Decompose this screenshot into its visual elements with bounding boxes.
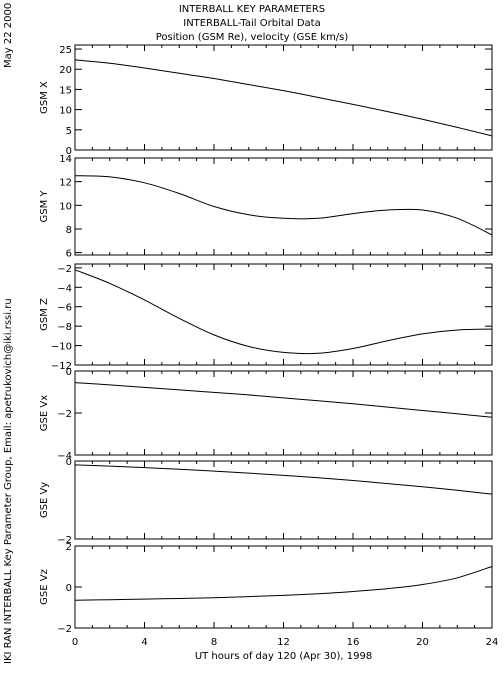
series-line-gse-vx — [74, 382, 493, 418]
side-date: May 22 2000 — [3, 2, 14, 68]
y-axis-label: GSE Vz — [39, 569, 50, 605]
y-tick-label: 6 — [66, 249, 72, 260]
y-axis-label: GSM Y — [39, 190, 50, 223]
x-tick-label: 4 — [141, 637, 147, 648]
y-tick-label: 10 — [59, 201, 72, 212]
y-tick-label: −8 — [57, 322, 72, 333]
chart-subtitle: INTERBALL-Tail Orbital Data — [183, 18, 321, 29]
series-line-gsm-z — [74, 269, 493, 355]
y-tick-label: −2 — [57, 535, 72, 546]
y-axis-label: GSM X — [39, 81, 50, 114]
chart-title: INTERBALL KEY PARAMETERS — [178, 4, 326, 15]
y-tick-label: 0 — [66, 457, 72, 468]
y-tick-label: −6 — [57, 303, 72, 314]
y-axis-label: GSE Vy — [39, 482, 50, 518]
y-axis-label: GSE Vx — [39, 395, 50, 431]
series-line-gsm-x — [74, 59, 493, 137]
x-tick-label: 20 — [416, 637, 429, 648]
y-tick-label: 0 — [66, 367, 72, 378]
y-tick-label: 0 — [66, 583, 72, 594]
plot-frame-5 — [74, 460, 493, 540]
y-tick-label: 14 — [59, 154, 72, 165]
plot-frame-1 — [74, 44, 493, 151]
series-line-gse-vz — [74, 566, 493, 601]
y-tick-label: −4 — [57, 283, 72, 294]
y-tick-label: 15 — [59, 85, 72, 96]
plot-frame-3 — [74, 263, 493, 366]
plot-frame-2 — [74, 157, 493, 256]
y-tick-label: −2 — [57, 264, 72, 275]
x-tick-label: 12 — [277, 637, 290, 648]
side-credit: IKI RAN INTERBALL Key Parameter Group, E… — [3, 298, 14, 664]
x-tick-label: 0 — [72, 637, 78, 648]
y-tick-label: −2 — [57, 624, 72, 635]
y-tick-label: 2 — [66, 542, 72, 553]
y-axis-label: GSM Z — [39, 298, 50, 331]
x-tick-label: 24 — [486, 637, 499, 648]
y-tick-label: 8 — [66, 225, 72, 236]
plot-frame-6 — [74, 545, 493, 629]
x-tick-label: 16 — [347, 637, 360, 648]
plot-frame-4 — [74, 370, 493, 456]
series-line-gsm-y — [74, 175, 493, 236]
y-tick-label: 12 — [59, 178, 72, 189]
y-tick-label: −4 — [57, 451, 72, 462]
y-tick-label: 10 — [59, 106, 72, 117]
y-tick-label: 5 — [66, 126, 72, 137]
x-axis-label: UT hours of day 120 (Apr 30), 1998 — [195, 651, 372, 662]
y-tick-label: 20 — [59, 65, 72, 76]
y-tick-label: 25 — [59, 45, 72, 56]
y-tick-label: −12 — [51, 361, 72, 372]
x-tick-label: 8 — [211, 637, 217, 648]
y-tick-label: −2 — [57, 409, 72, 420]
y-tick-label: −10 — [51, 342, 72, 353]
y-tick-label: 0 — [66, 146, 72, 157]
series-line-gse-vy — [74, 464, 493, 495]
chart-units-caption: Position (GSM Re), velocity (GSE km/s) — [155, 32, 349, 43]
